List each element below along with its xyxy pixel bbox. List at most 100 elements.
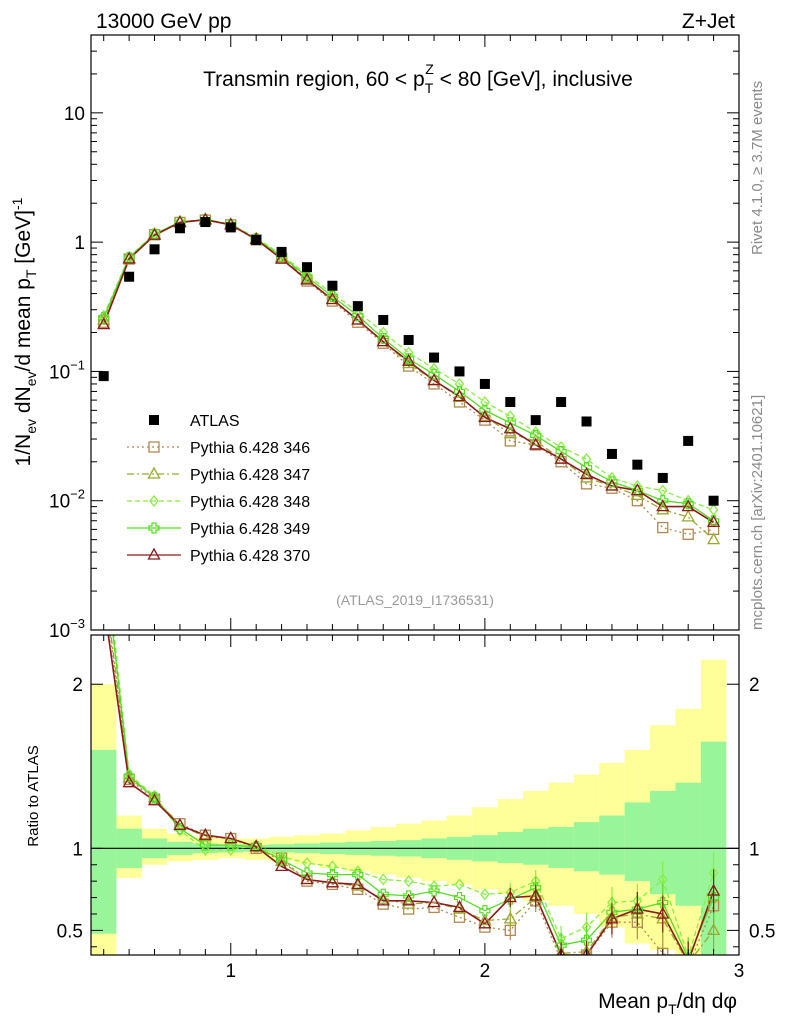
ylabel-a-sub: ev xyxy=(23,419,39,434)
ratio-point-p370 xyxy=(173,818,187,831)
data-point-p370 xyxy=(605,478,619,491)
data-point-p349 xyxy=(657,495,669,507)
ratio-point-p349 xyxy=(657,896,669,909)
data-point-atlas xyxy=(251,234,262,245)
data-point-p370 xyxy=(325,292,340,305)
ratio-point-p347 xyxy=(98,572,109,582)
ratio-point-p346 xyxy=(453,911,466,923)
x-tick-label: 2 xyxy=(480,961,491,982)
data-point-atlas xyxy=(581,416,592,427)
y-tick-base: 1 xyxy=(74,233,85,254)
data-point-p370 xyxy=(452,389,467,402)
ratio-point-p370 xyxy=(98,596,109,606)
ratio-y-tick-label-right: 1 xyxy=(749,839,760,860)
title-post: < 80 [GeV], inclusive xyxy=(434,68,633,91)
mcplots-source-label: mcplots.cern.ch [arXiv:2401.10621] xyxy=(749,394,766,630)
rivet-version-label: Rivet 4.1.0, ≥ 3.7M events xyxy=(749,80,766,255)
legend-marker-p347 xyxy=(147,466,161,479)
legend-label-atlas: ATLAS xyxy=(190,413,240,430)
ratio-point-p347 xyxy=(706,923,721,936)
ratio-point-p347 xyxy=(580,944,593,955)
data-point-atlas xyxy=(98,371,109,382)
ratio-point-p348 xyxy=(149,789,160,802)
legend-marker-p370 xyxy=(147,547,161,560)
data-point-atlas xyxy=(556,397,567,408)
ratio-point-p370 xyxy=(147,793,162,806)
data-point-p346 xyxy=(326,295,339,307)
ratio-point-p348 xyxy=(454,878,465,891)
data-point-p348 xyxy=(581,453,592,466)
x-tick-label: 1 xyxy=(225,961,236,982)
y-tick-exponent: −3 xyxy=(70,616,85,631)
data-point-p348 xyxy=(632,479,643,493)
ratio-point-p348 xyxy=(480,888,490,901)
data-point-p346 xyxy=(504,435,516,447)
ratio-point-p346 xyxy=(683,961,693,971)
series-line-p347 xyxy=(103,219,715,541)
data-point-atlas xyxy=(352,301,363,312)
data-point-atlas xyxy=(302,262,312,273)
uncertainty-band-inner xyxy=(599,815,625,875)
data-point-p370 xyxy=(300,272,314,285)
ylabel-b-sub: ev xyxy=(23,371,39,386)
legend-marker-p349 xyxy=(148,522,160,534)
ratio-point-p349 xyxy=(148,791,161,804)
ratio-plot-marks xyxy=(91,572,739,971)
y-tick-label: 10−3 xyxy=(49,616,85,642)
data-point-p370 xyxy=(351,312,365,325)
data-point-atlas xyxy=(276,246,287,257)
data-point-p349 xyxy=(606,476,618,488)
data-point-p349 xyxy=(377,332,389,345)
data-point-p349 xyxy=(682,497,694,510)
data-point-p348 xyxy=(98,309,109,322)
data-point-atlas xyxy=(454,366,465,377)
y-tick-base: 10 xyxy=(49,362,70,383)
y-tick-base: 10 xyxy=(49,492,70,513)
title-pre: Transmin region, 60 < p xyxy=(203,68,425,91)
ratio-point-p370 xyxy=(687,954,689,955)
ratio-point-p347 xyxy=(376,891,390,904)
ratio-y-axis-label: Ratio to ATLAS xyxy=(25,745,42,846)
uncertainty-band-inner xyxy=(548,827,574,869)
data-point-atlas xyxy=(606,448,617,459)
ratio-point-p370 xyxy=(224,831,238,844)
ratio-plot-panel: 0.5 0.5 1 1 2 2 1 2 3 Ratio to ATLAS Mean pT/dη … xyxy=(25,572,775,1017)
ratio-point-p349 xyxy=(555,939,567,951)
data-point-p348 xyxy=(378,326,389,339)
main-y-axis-label: 1/Nev dNev/d mean pT [GeV]-1 xyxy=(9,197,39,466)
ratio-point-p370 xyxy=(402,893,416,906)
ratio-point-p349 xyxy=(504,893,516,905)
ratio-y-tick-label-right: 2 xyxy=(749,675,760,696)
uncertainty-band-inner xyxy=(675,782,701,906)
data-point-p348 xyxy=(607,471,617,484)
data-point-p347 xyxy=(402,356,416,369)
ratio-point-p349 xyxy=(352,868,364,881)
data-point-p370 xyxy=(503,421,517,434)
data-point-p349 xyxy=(326,290,339,303)
ylabel-b: dN xyxy=(12,386,35,419)
data-point-atlas xyxy=(225,222,236,233)
ratio-point-p348 xyxy=(403,875,414,888)
uncertainty-band-inner xyxy=(573,822,600,872)
data-point-atlas xyxy=(174,223,185,234)
y-tick-label: 10−2 xyxy=(49,487,85,513)
ratio-point-p349 xyxy=(479,905,491,917)
data-point-p370 xyxy=(630,483,644,496)
legend-label-p349: Pythia 6.428 349 xyxy=(190,521,310,538)
ratio-point-p370 xyxy=(376,893,390,906)
data-point-atlas xyxy=(657,472,668,483)
ratio-point-p346 xyxy=(428,901,440,914)
ratio-point-p348 xyxy=(225,843,236,857)
y-tick-label: 1 xyxy=(74,233,85,254)
data-point-p348 xyxy=(454,377,465,390)
data-point-atlas xyxy=(505,397,516,408)
title-sub: T xyxy=(425,80,434,96)
y-tick-base: 10 xyxy=(49,621,70,642)
ratio-point-p347 xyxy=(274,854,289,867)
title-sup: Z xyxy=(425,61,434,77)
ratio-point-p370 xyxy=(249,839,263,852)
uncertainty-band-inner xyxy=(624,802,651,882)
ratio-point-p346 xyxy=(555,954,567,955)
